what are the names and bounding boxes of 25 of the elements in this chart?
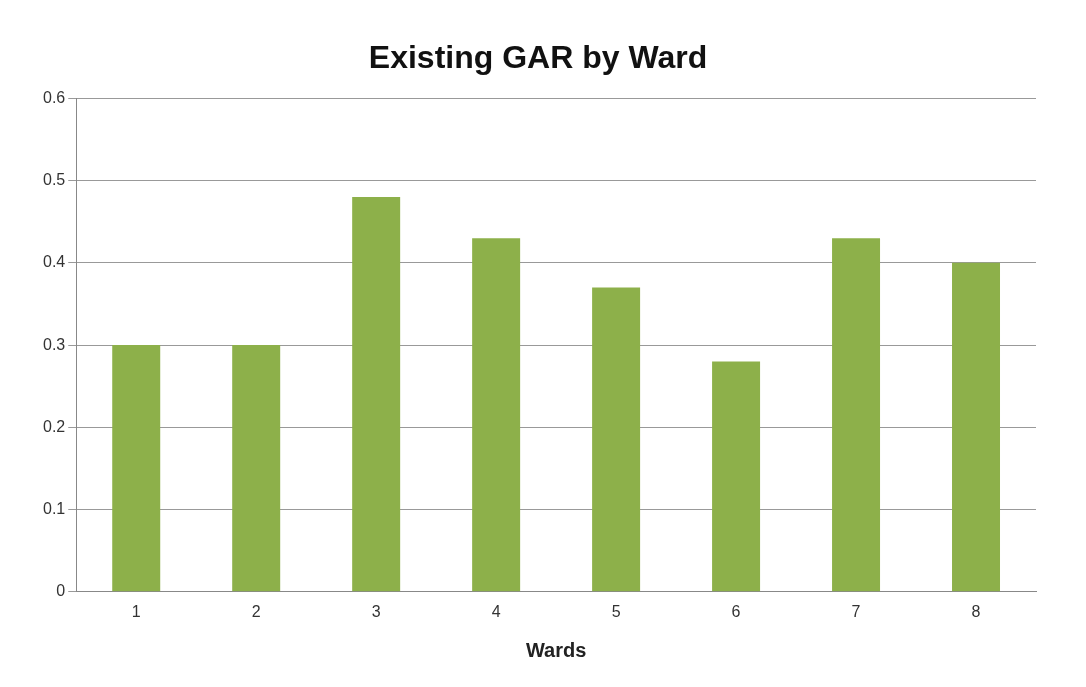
y-tick-label: 0.2 [42,417,66,435]
x-tick-label: 3 [371,602,381,620]
bar [112,345,161,592]
x-axis-title: Wards [525,638,587,661]
y-tick-label: 0.5 [42,171,66,189]
x-tick-label: 1 [131,602,141,620]
y-tick-label: 0.6 [42,88,66,106]
bar [952,262,1001,592]
x-tick-label: 6 [731,602,741,620]
y-tick-label: 0.4 [42,253,66,271]
chart-title: Existing GAR by Ward [368,39,708,76]
y-tick-label: 0 [56,582,66,600]
x-tick-label: 8 [971,602,981,620]
bar [472,238,521,592]
bar [232,345,281,592]
x-tick-label: 5 [611,602,621,620]
bar [592,287,641,592]
y-tick-label: 0.3 [42,335,66,353]
bar [832,238,881,592]
y-tick-label: 0.1 [42,499,66,517]
x-tick-label: 4 [491,602,501,620]
bar [712,361,761,592]
bar [352,197,401,592]
x-tick-label: 7 [851,602,861,620]
x-tick-label: 2 [251,602,261,620]
